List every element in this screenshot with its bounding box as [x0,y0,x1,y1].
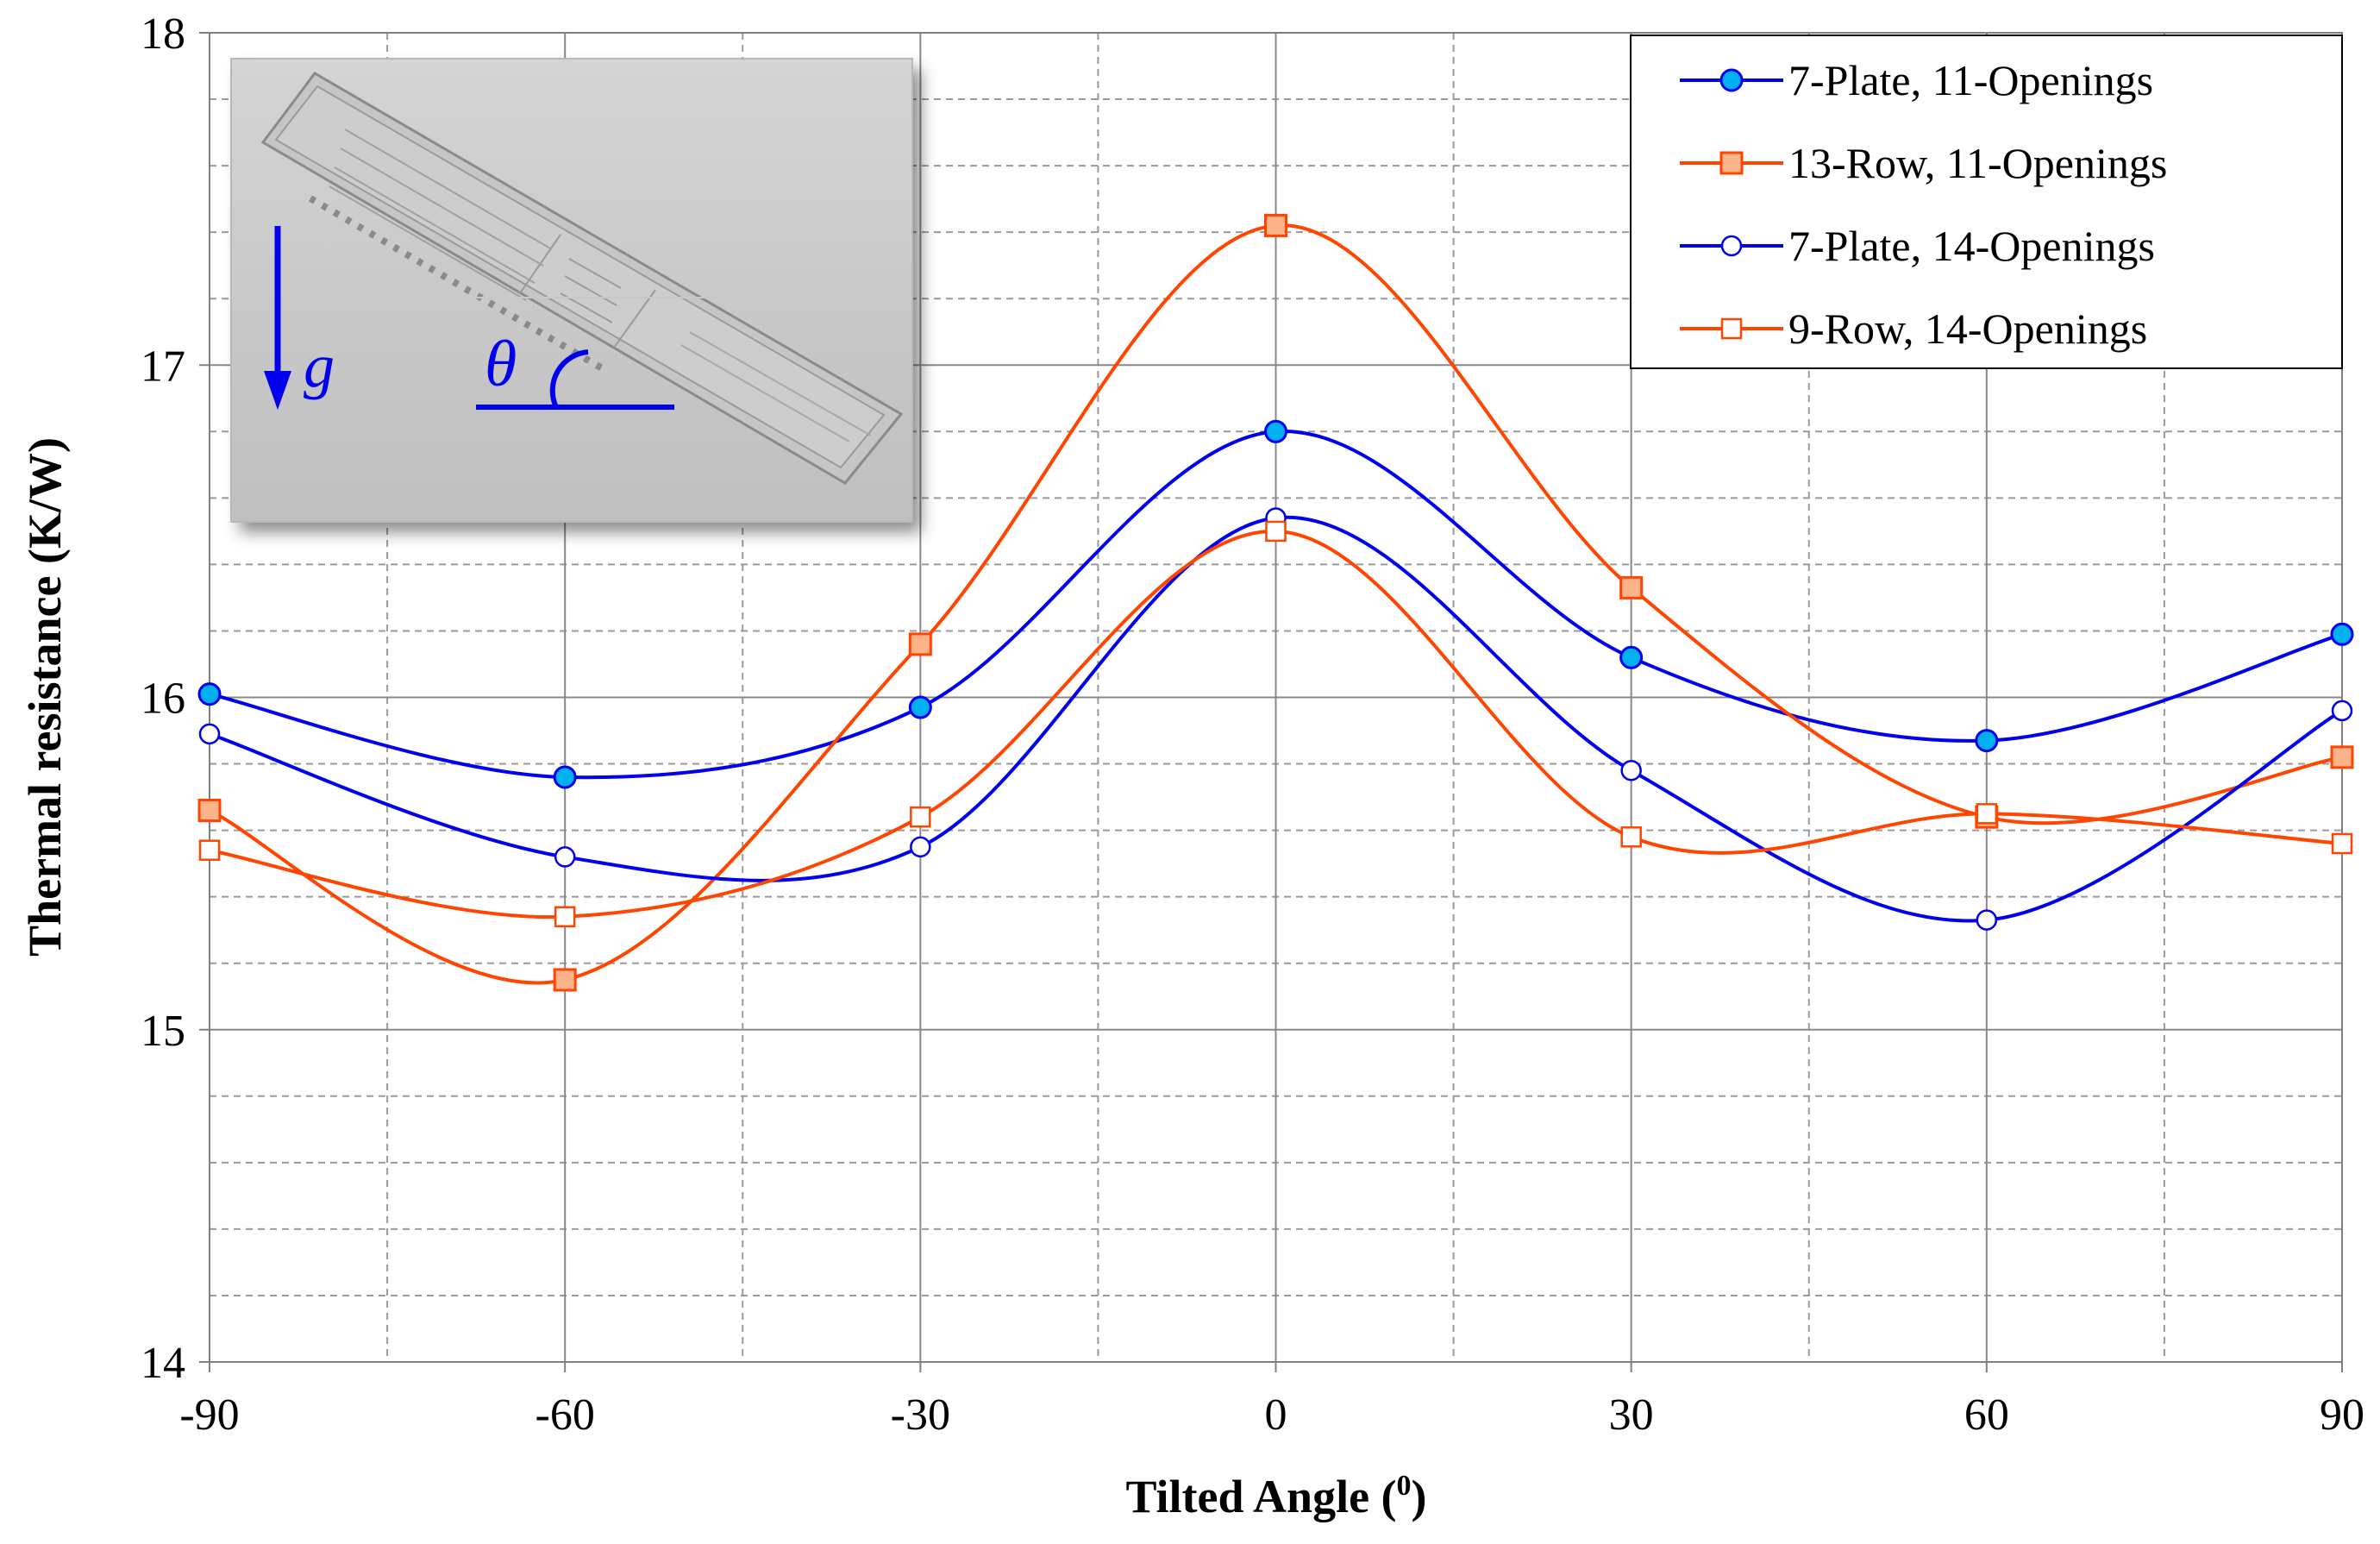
x-tick-label: 30 [1609,1390,1654,1440]
y-tick-label: 18 [141,9,185,59]
x-tick-label: 0 [1265,1390,1287,1440]
y-tick-label: 14 [141,1339,185,1388]
legend-marker [1720,235,1743,257]
x-tick-label: -30 [891,1390,950,1440]
data-point [2330,622,2354,646]
legend-label: 9-Row, 14-Openings [1788,304,2147,353]
data-point [554,846,576,868]
legend-marker [1719,68,1744,92]
y-tick-label: 16 [141,675,185,724]
data-point [553,968,577,992]
legend-items: 7-Plate, 11-Openings 13-Row, 11-Openings 7… [1680,56,2167,353]
legend-item: 13-Row, 11-Openings [1680,139,2167,187]
series-4 [198,520,2353,928]
data-point [197,682,222,706]
inset-image: g θ [230,58,913,523]
legend-marker [1720,317,1743,340]
data-point [910,806,931,828]
data-point [1619,645,1644,669]
data-point [1265,520,1287,543]
data-point [2331,700,2353,722]
legend-item: 7-Plate, 11-Openings [1680,56,2153,104]
y-tick-label: 17 [141,342,185,391]
gravity-label: g [304,331,335,400]
data-point [1975,729,1999,753]
legend-item: 9-Row, 14-Openings [1680,304,2147,353]
y-axis-ticks: 14 15 16 17 18 [141,9,210,1388]
y-axis-title: Thermal resistance (K/W) [19,437,71,957]
data-point [1264,213,1287,237]
data-point [197,798,222,822]
data-point [910,836,931,858]
x-tick-label: -90 [179,1390,239,1440]
legend: 7-Plate, 11-Openings 13-Row, 11-Openings 7… [1630,35,2343,369]
series-2 [197,213,2354,992]
data-point [198,839,221,861]
series-1 [197,419,2354,789]
legend-item: 7-Plate, 14-Openings [1680,222,2155,270]
angle-label: θ [485,328,517,400]
data-point [1264,419,1287,443]
heatsink-device-icon [231,72,912,485]
x-tick-label: 90 [2320,1390,2364,1440]
data-point [2330,745,2354,769]
x-axis-ticks: -90 -60 -30 0 30 60 90 [179,1362,2364,1440]
inset-panel-border [230,58,913,523]
data-point [1976,803,1998,825]
data-point [198,723,221,745]
tilt-angle-icon [476,349,674,410]
data-point [1620,826,1642,848]
data-point [1976,909,1998,931]
legend-label: 7-Plate, 14-Openings [1788,222,2155,270]
data-point [554,906,576,928]
legend-label: 7-Plate, 11-Openings [1788,56,2153,104]
data-point [1620,760,1642,781]
y-tick-label: 15 [141,1007,185,1056]
legend-marker [1719,151,1744,175]
legend-box [1630,35,2343,369]
data-point [553,765,577,789]
gravity-arrow-icon [264,226,291,410]
x-axis-title: Tilted Angle (0) [1125,1470,1426,1522]
data-point [908,695,932,719]
data-point [908,632,932,656]
series-layer [197,213,2354,992]
x-tick-label: -60 [536,1390,595,1440]
series-3 [198,507,2353,931]
legend-label: 13-Row, 11-Openings [1788,139,2167,187]
data-point [2331,832,2353,855]
data-point [1619,575,1644,599]
x-tick-label: 60 [1964,1390,2009,1440]
